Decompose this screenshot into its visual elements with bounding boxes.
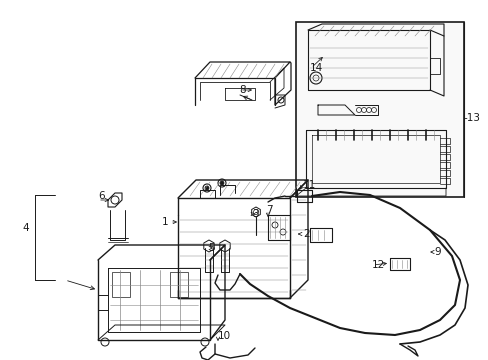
Text: 10: 10 [218, 331, 231, 341]
Bar [170, 272, 187, 297]
Text: 11: 11 [303, 180, 316, 190]
Text: 8: 8 [239, 85, 245, 95]
Text: 9: 9 [433, 247, 440, 257]
Text: -13: -13 [462, 113, 479, 123]
Text: 7: 7 [265, 205, 272, 215]
Text: 3: 3 [251, 209, 258, 219]
Circle shape [220, 181, 224, 185]
Text: 12: 12 [371, 260, 385, 270]
Text: 1: 1 [161, 217, 168, 227]
Text: 4: 4 [22, 223, 29, 233]
Bar [295, 22, 463, 197]
Text: 6: 6 [98, 191, 104, 201]
Text: 2: 2 [303, 229, 309, 239]
Text: 14: 14 [309, 63, 323, 73]
Bar [112, 272, 130, 297]
Circle shape [204, 186, 208, 190]
Text: 5: 5 [207, 243, 214, 253]
